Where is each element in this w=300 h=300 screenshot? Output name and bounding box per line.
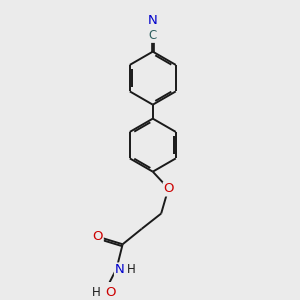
Text: O: O (106, 286, 116, 299)
Text: O: O (92, 230, 103, 243)
Text: H: H (92, 286, 101, 299)
Text: O: O (164, 182, 174, 196)
Text: N: N (148, 14, 158, 27)
Text: H: H (127, 263, 135, 276)
Text: C: C (149, 29, 157, 42)
Text: N: N (115, 263, 125, 276)
